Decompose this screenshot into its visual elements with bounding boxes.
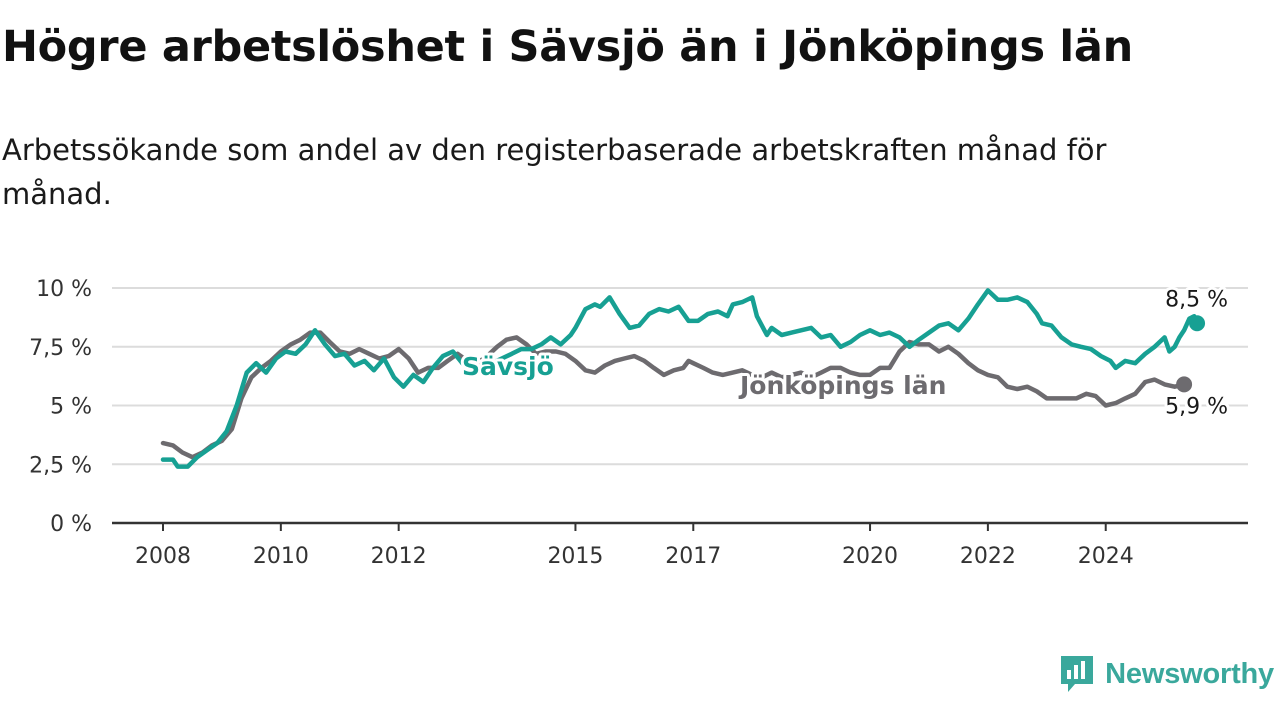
series-line-savsjo — [160, 288, 1200, 469]
x-tick-label: 2017 — [665, 544, 721, 569]
y-tick-label: 10 % — [36, 277, 92, 302]
x-tick-label: 2008 — [135, 544, 191, 569]
end-value-jonkopings-lan: 5,9 % — [1165, 394, 1228, 419]
end-value-savsjo: 8,5 % — [1165, 287, 1228, 312]
x-axis-ticks: 2008 2010 2012 2015 2017 2020 2022 2024 — [135, 523, 1134, 569]
y-tick-label: 7,5 % — [29, 336, 92, 361]
series-lines — [160, 288, 1206, 469]
chart-subtitle: Arbetssökande som andel av den registerb… — [2, 133, 1107, 211]
series-line-jonkopings-lan — [160, 330, 1187, 460]
series-label-jonkopings-lan: Jönköpings län — [738, 371, 946, 400]
grid-lines — [112, 287, 1248, 525]
x-tick-label: 2010 — [253, 544, 309, 569]
chart-title: Högre arbetslöshet i Sävsjö än i Jönköpi… — [2, 22, 1133, 72]
end-dot-savsjo — [1189, 315, 1206, 332]
newsworthy-logo-icon — [1061, 656, 1094, 692]
y-tick-label: 0 % — [50, 512, 92, 537]
end-dot-jonkopings-lan — [1176, 376, 1193, 393]
series-label-savsjo: Sävsjö — [462, 352, 554, 381]
x-tick-label: 2012 — [371, 544, 427, 569]
series-labels: Sävsjö Jönköpings län 8,5 % 5,9 % — [459, 284, 1231, 422]
brand-name: Newsworthy — [1105, 657, 1274, 690]
newsworthy-brand: Newsworthy — [1059, 652, 1274, 696]
x-tick-label: 2022 — [960, 544, 1016, 569]
y-axis-ticks: 0 % 2,5 % 5 % 7,5 % 10 % — [29, 277, 92, 537]
x-tick-label: 2015 — [547, 544, 603, 569]
y-tick-label: 2,5 % — [29, 453, 92, 478]
y-tick-label: 5 % — [50, 395, 92, 420]
x-tick-label: 2020 — [842, 544, 898, 569]
x-tick-label: 2024 — [1078, 544, 1134, 569]
